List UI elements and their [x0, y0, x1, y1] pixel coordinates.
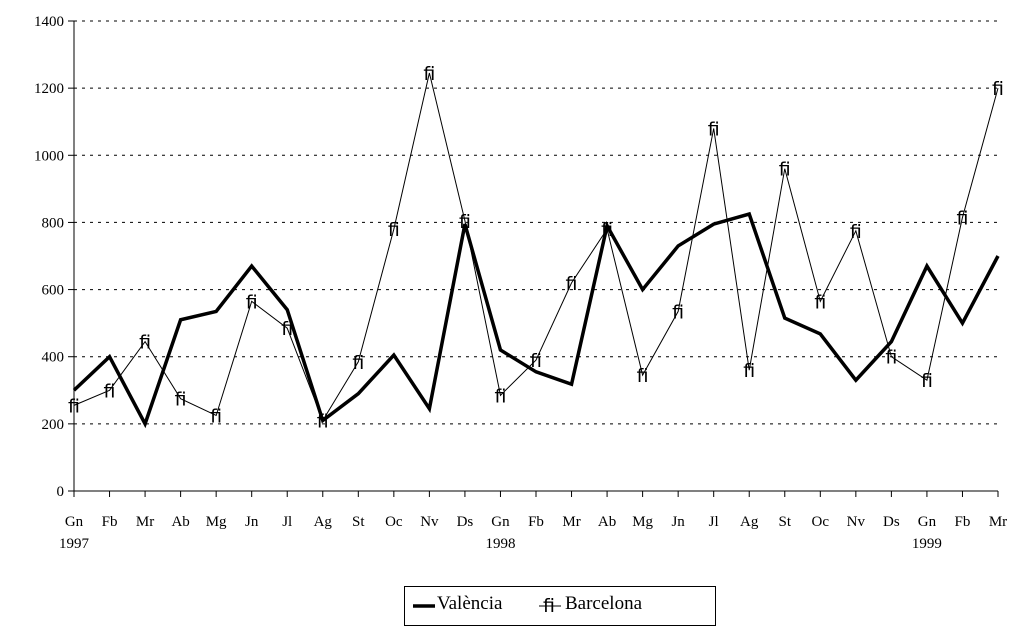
- legend-symbols: fi: [413, 595, 561, 617]
- legend-barcelona-marker: fi: [543, 595, 555, 617]
- y-tick-label: 200: [42, 417, 65, 433]
- x-tick-label: Oc: [812, 514, 830, 530]
- y-tick-label: 600: [42, 283, 65, 299]
- y-tick-label: 1000: [34, 148, 64, 164]
- data-point-marker: fi: [459, 211, 471, 233]
- y-tick-label: 0: [57, 484, 65, 500]
- data-point-marker: fi: [281, 318, 293, 340]
- legend-label-barcelona: Barcelona: [565, 593, 643, 614]
- x-tick-label: Ab: [171, 514, 189, 530]
- x-tick-label: Nv: [847, 514, 866, 530]
- x-tick-label: Mr: [562, 514, 580, 530]
- data-point-marker: fi: [601, 219, 613, 241]
- data-point-marker: fi: [246, 291, 258, 313]
- series-group: fi fi fi fi fi fi fi fi fi fi fi fi fi fi fi fi fi fi fi fi…: [68, 63, 1004, 432]
- data-point-marker: fi: [175, 389, 187, 411]
- data-point-marker: fi: [956, 207, 968, 229]
- x-tick-label: Mr: [136, 514, 154, 530]
- y-axis-ticks: 0 200 400 600 800 1000 1200 1400: [34, 14, 74, 500]
- x-tick-label: Oc: [385, 514, 403, 530]
- x-tick-label: St: [779, 514, 792, 530]
- x-tick-label: Fb: [528, 514, 544, 530]
- data-point-marker: fi: [317, 411, 329, 433]
- x-tick-label: Gn: [491, 514, 510, 530]
- data-point-marker: fi: [850, 221, 862, 243]
- data-point-marker: fi: [708, 118, 720, 140]
- data-point-marker: fi: [672, 301, 684, 323]
- data-point-marker: fi: [637, 365, 649, 387]
- x-tick-label: Ag: [314, 514, 333, 530]
- x-tick-label: Mg: [632, 514, 653, 530]
- data-point-marker: fi: [992, 78, 1004, 100]
- series-line-valencia: [72, 211, 1000, 429]
- x-tick-label: Nv: [420, 514, 439, 530]
- x-year-label: 1997: [59, 536, 90, 552]
- data-point-marker: fi: [885, 347, 897, 369]
- x-tick-label: Ab: [598, 514, 616, 530]
- data-point-marker: fi: [814, 291, 826, 313]
- data-point-marker: fi: [779, 159, 791, 181]
- x-tick-label: Mg: [206, 514, 227, 530]
- data-point-marker: fi: [423, 63, 435, 85]
- x-tick-label: Fb: [102, 514, 118, 530]
- x-tick-label: Jl: [709, 514, 719, 530]
- x-tick-label: Jl: [282, 514, 292, 530]
- y-tick-label: 400: [42, 350, 65, 366]
- x-year-label: 1998: [485, 536, 515, 552]
- legend: fi València Barcelona: [404, 586, 716, 626]
- series-line-barcelona: [73, 72, 999, 422]
- x-tick-label: Ag: [740, 514, 759, 530]
- data-point-marker: fi: [104, 380, 116, 402]
- x-tick-label: St: [352, 514, 365, 530]
- data-point-marker: fi: [494, 385, 506, 407]
- x-tick-label: Gn: [65, 514, 84, 530]
- x-tick-label: Gn: [918, 514, 937, 530]
- x-tick-label: Ds: [457, 514, 474, 530]
- y-tick-label: 800: [42, 215, 65, 231]
- data-point-marker: fi: [743, 360, 755, 382]
- gridlines: [74, 20, 998, 425]
- x-tick-label: Jn: [245, 514, 259, 530]
- data-point-marker: fi: [68, 395, 80, 417]
- x-tick-label: Mr: [989, 514, 1007, 530]
- data-point-marker: fi: [210, 405, 222, 427]
- y-tick-label: 1200: [34, 81, 64, 97]
- data-point-marker: fi: [566, 273, 578, 295]
- legend-label-valencia: València: [437, 593, 503, 614]
- x-year-label: 1999: [912, 536, 942, 552]
- data-point-marker: fi: [530, 350, 542, 372]
- data-point-marker: fi: [921, 370, 933, 392]
- x-tick-label: Ds: [883, 514, 900, 530]
- x-axis-ticks: Gn Fb Mr Ab Mg Jn Jl Ag St Oc Nv Ds Gn Fb Mr Ab Mg Jn Jl Ag…: [59, 491, 1007, 552]
- x-tick-label: Fb: [955, 514, 971, 530]
- data-point-marker: fi: [352, 352, 364, 374]
- y-tick-label: 1400: [34, 14, 64, 30]
- data-point-marker: fi: [139, 332, 151, 354]
- data-point-marker: fi: [388, 219, 400, 241]
- x-tick-label: Jn: [671, 514, 685, 530]
